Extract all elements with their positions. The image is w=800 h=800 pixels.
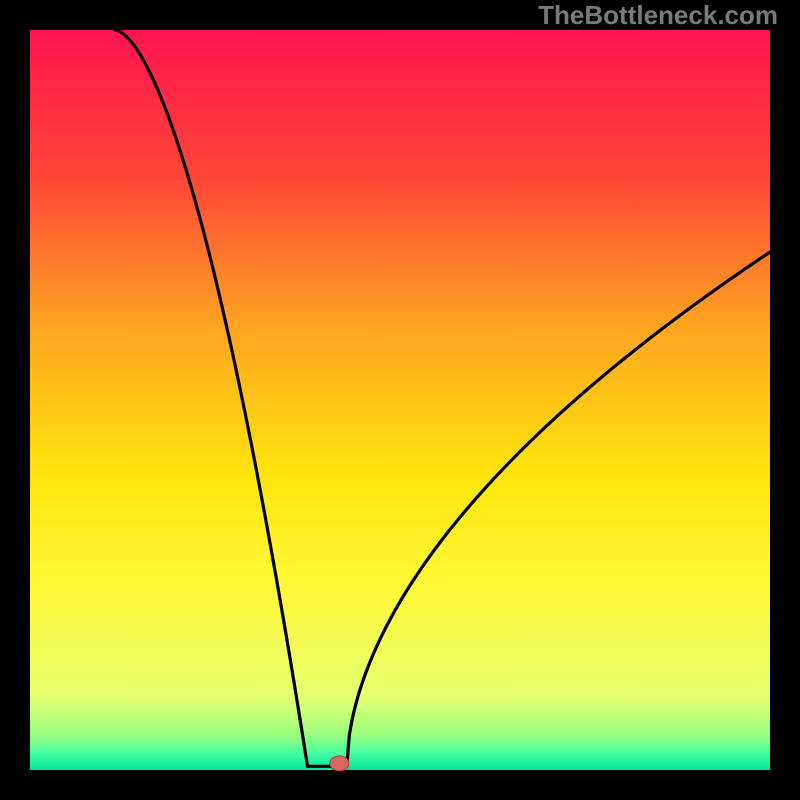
chart-frame: TheBottleneck.com [0, 0, 800, 800]
watermark-text: TheBottleneck.com [538, 0, 778, 31]
plot-area [30, 30, 770, 770]
plot-background [30, 30, 770, 770]
bottleneck-marker [330, 756, 349, 771]
chart-svg [30, 30, 770, 770]
